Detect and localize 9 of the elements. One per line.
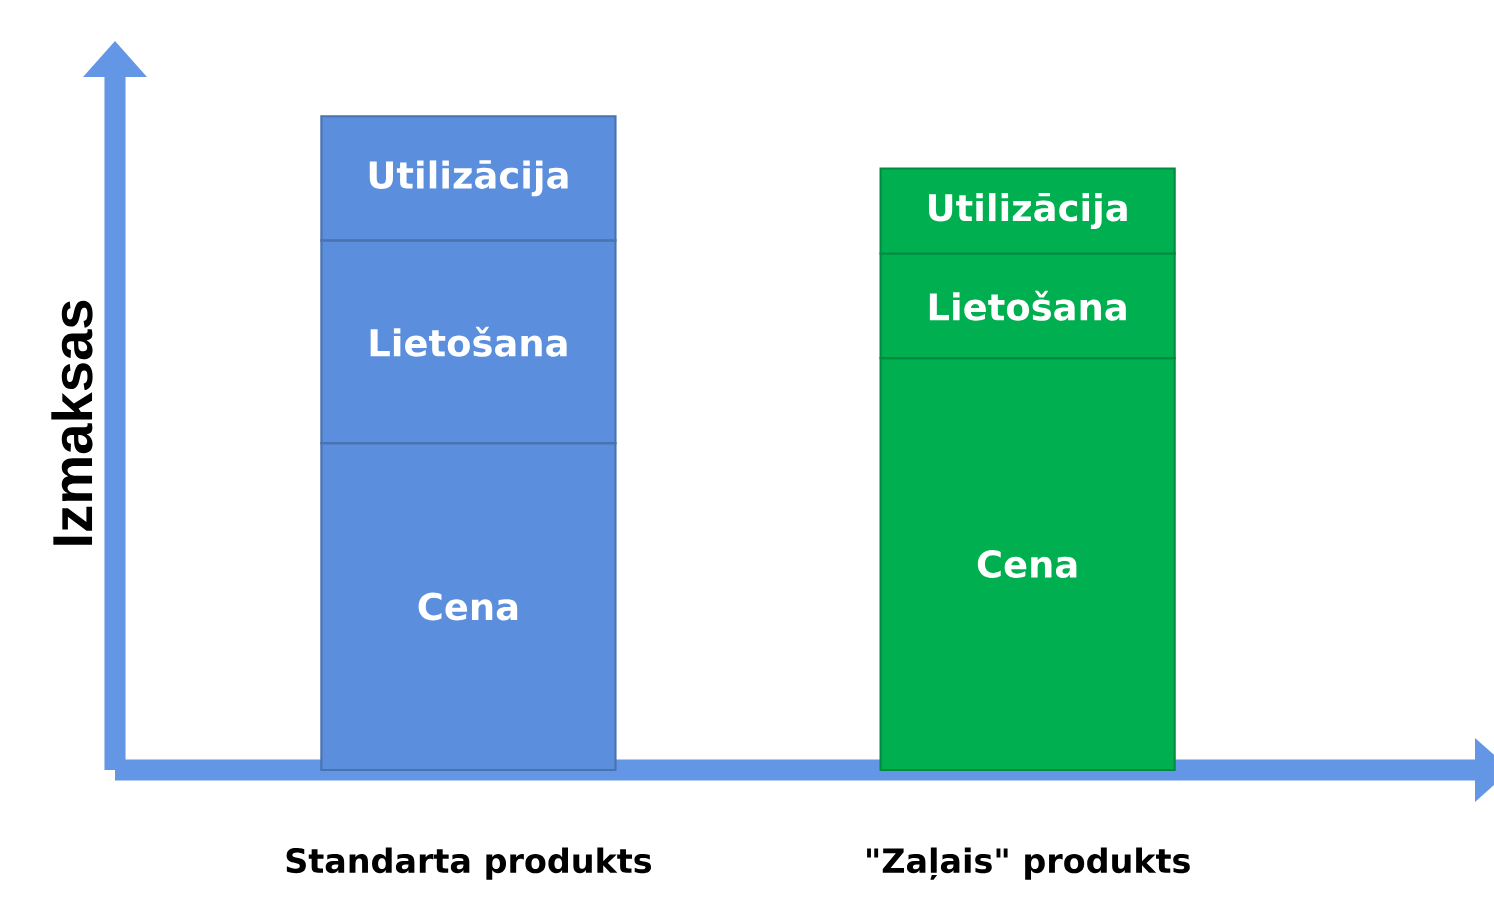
y-axis-title: Izmaksas xyxy=(51,300,93,545)
x-tick-label: Standarta produkts xyxy=(286,847,652,880)
series-label: Lietošana xyxy=(929,290,1126,321)
text: Utilizācija xyxy=(369,160,568,197)
series-label: Utilizācija xyxy=(928,193,1127,230)
x-tick-label: "Zaļais" produkts xyxy=(867,847,1190,880)
series-label: Cena xyxy=(418,592,518,621)
text: Cena xyxy=(977,550,1077,578)
text: Lietošana xyxy=(370,326,567,357)
